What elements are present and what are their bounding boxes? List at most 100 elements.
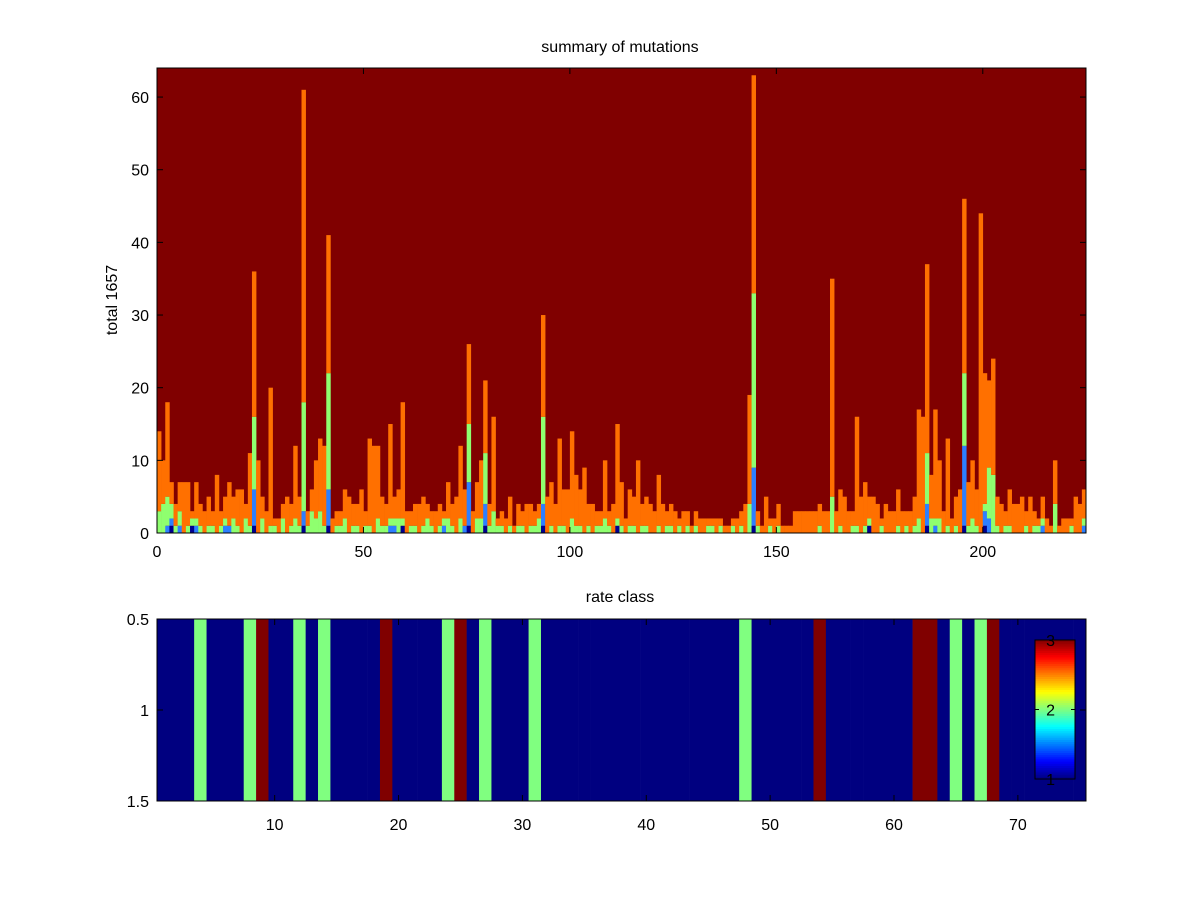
bar-segment (838, 525, 843, 533)
bar-segment (313, 518, 319, 533)
bar-segment (540, 416, 546, 504)
bar-segment (268, 387, 273, 526)
bar-segment (924, 264, 930, 454)
bar-segment (202, 511, 207, 533)
bar-segment (1044, 518, 1050, 533)
bar-segment (326, 525, 331, 533)
bar-segment (301, 89, 306, 403)
bar-segment (239, 489, 245, 533)
bar-segment (532, 525, 538, 533)
bar-segment (900, 511, 905, 533)
rate-class-cell (181, 619, 195, 801)
bar-segment (974, 489, 979, 526)
bar-segment (272, 518, 278, 526)
x-tick-label: 60 (885, 817, 903, 834)
bar-segment (693, 511, 699, 526)
bar-segment (916, 518, 922, 533)
bar-segment (169, 503, 174, 519)
rate-class-cell (962, 619, 975, 801)
colorbar-swatch (1035, 692, 1075, 695)
x-tick-label: 50 (761, 817, 779, 834)
bar-segment (301, 525, 306, 533)
bar-segment (470, 511, 476, 533)
bar-segment (668, 503, 674, 526)
bar-segment (805, 511, 810, 533)
bar-segment (520, 525, 525, 533)
bar-segment (334, 525, 339, 533)
bar-segment (165, 525, 170, 533)
bar-segment (532, 511, 538, 526)
rate-class-chart: rate class 10 20 30 40 50 60 70 0.5 1 1.5 1 2 3 (127, 589, 1087, 834)
colorbar-swatch (1035, 694, 1075, 697)
colorbar-swatch (1035, 755, 1075, 758)
rate-class-cell (924, 619, 938, 801)
bar-segment (697, 518, 703, 533)
bar-segment (491, 416, 496, 512)
rate-class-cell (243, 619, 257, 801)
mutations-plot-background (157, 68, 1086, 533)
rate-class-cell (726, 619, 740, 801)
bar-segment (429, 511, 434, 526)
bar-segment (962, 373, 967, 446)
bar-segment (850, 511, 856, 526)
bar-segment (326, 373, 331, 490)
bar-segment (929, 474, 934, 519)
bar-segment (165, 402, 170, 497)
y-tick-label: 20 (131, 381, 149, 398)
y-tick-label: 0 (140, 526, 149, 543)
colorbar-swatch (1035, 685, 1075, 689)
rate-class-cell (231, 619, 245, 801)
x-tick-label: 10 (266, 817, 284, 834)
bar-segment (483, 380, 488, 454)
bar-segment (483, 503, 488, 526)
bar-segment (400, 525, 406, 533)
bar-segment (776, 525, 781, 533)
bar-segment (446, 518, 451, 533)
bar-segment (536, 503, 542, 519)
colorbar-swatch (1035, 679, 1075, 682)
bar-segment (569, 431, 575, 519)
bar-segment (437, 503, 443, 526)
bar-segment (739, 511, 744, 526)
bar-segment (883, 503, 889, 533)
rate-class-cell (503, 619, 517, 801)
bar-segment (1040, 518, 1046, 526)
rate-class-cell (404, 619, 418, 801)
bar-segment (912, 496, 918, 526)
bar-segment (986, 467, 992, 519)
bar-segment (821, 511, 827, 533)
bar-segment (280, 518, 286, 533)
mutations-chart-title: summary of mutations (541, 39, 698, 56)
bar-segment (293, 445, 298, 519)
bar-segment (218, 525, 224, 533)
bar-segment (351, 503, 356, 526)
bar-segment (1019, 496, 1025, 533)
bar-segment (681, 511, 686, 533)
bar-segment (751, 467, 756, 526)
bar-segment (342, 489, 348, 519)
bar-segment (458, 445, 463, 519)
bar-segment (466, 482, 472, 526)
bar-segment (598, 525, 604, 533)
bar-segment (396, 489, 401, 519)
colorbar-swatch (1035, 681, 1075, 684)
colorbar-swatch (1035, 761, 1075, 765)
bar-segment (173, 525, 178, 533)
mutations-plot-frame (156, 67, 1087, 534)
bar-segment (450, 525, 455, 533)
bar-segment (891, 511, 897, 533)
bar-segment (412, 525, 418, 533)
bar-segment (722, 525, 728, 533)
bar-segment (495, 518, 500, 526)
colorbar-swatch (1035, 687, 1075, 691)
bar-segment (631, 496, 637, 526)
bar-segment (656, 474, 662, 526)
bar-segment (677, 525, 682, 533)
colorbar-swatch (1035, 661, 1075, 665)
bar-segment (867, 518, 872, 526)
colorbar-swatch (1035, 763, 1075, 767)
bar-segment (842, 496, 847, 533)
bar-segment (962, 198, 967, 374)
bar-segment (516, 503, 521, 526)
colorbar-swatch (1035, 746, 1075, 750)
